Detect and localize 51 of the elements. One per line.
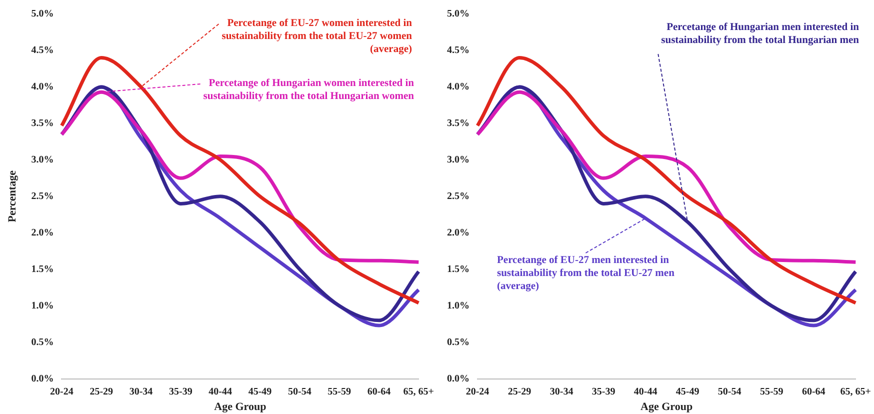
x-tick-label: 30-34 [129, 386, 153, 398]
annotation: Percetange of EU-27 men interested in sustainability from the total EU-27 men (average) [497, 254, 675, 292]
y-tick-label: 4.5% [31, 45, 54, 56]
x-tick-label: 45-49 [248, 386, 272, 398]
y-tick-label: 3.5% [447, 118, 470, 130]
y-tick-label: 3.0% [447, 154, 470, 166]
x-tick-label: 65, 65+ [840, 386, 872, 398]
x-tick-label: 25-29 [508, 386, 532, 398]
annotation: Percetange of Hungarian women interested in sustainability from the total Hungarian women [203, 78, 414, 102]
y-tick-label: 3.5% [31, 118, 54, 130]
x-axis-title: Age Group [640, 401, 693, 414]
y-tick-label: 4.0% [447, 82, 470, 93]
x-tick-label: 30-34 [550, 386, 574, 398]
y-tick-label: 5.0% [447, 8, 470, 20]
x-tick-label: 25-29 [90, 386, 114, 398]
y-tick-label: 1.5% [447, 264, 470, 275]
y-axis-title: Percentage [6, 170, 18, 222]
x-tick-label: 20-24 [50, 386, 74, 398]
x-tick-label: 60-64 [802, 386, 826, 398]
x-axis-title: Age Group [214, 401, 266, 414]
x-tick-label: 50-54 [288, 386, 312, 398]
x-tick-label: 55-59 [328, 386, 351, 398]
y-tick-label: 1.5% [31, 264, 54, 275]
y-tick-label: 0.0% [447, 373, 470, 384]
y-tick-label: 2.0% [31, 227, 54, 238]
y-tick-label: 4.5% [447, 45, 470, 56]
x-tick-label: 45-49 [676, 386, 700, 398]
y-tick-label: 0.5% [447, 336, 470, 348]
x-tick-label: 40-44 [634, 386, 658, 398]
y-tick-label: 2.0% [447, 227, 470, 238]
x-tick-label: 50-54 [718, 386, 742, 398]
x-tick-label: 35-39 [592, 386, 616, 398]
y-tick-label: 0.5% [31, 336, 54, 348]
x-tick-label: 65, 65+ [403, 386, 434, 398]
y-tick-label: 1.0% [447, 300, 470, 312]
line-series [476, 90, 858, 264]
x-tick-label: 55-59 [760, 386, 784, 398]
y-tick-label: 2.5% [31, 190, 54, 202]
y-tick-label: 5.0% [31, 8, 54, 20]
x-tick-label: 60-64 [367, 386, 391, 398]
y-tick-label: 2.5% [447, 190, 470, 202]
annotation: Percetange of Hungarian men interested in sustainability from the total Hungarian men [661, 22, 860, 46]
y-tick-label: 4.0% [31, 82, 54, 93]
x-tick-label: 20-24 [466, 386, 490, 398]
annotation: Percetange of EU-27 women interested in sustainability from the total EU-27 women (average) [222, 18, 412, 55]
x-tick-label: 35-39 [169, 386, 192, 398]
y-tick-label: 3.0% [31, 154, 54, 166]
y-tick-label: 1.0% [31, 300, 54, 312]
x-tick-label: 40-44 [208, 386, 232, 398]
line-series [476, 56, 858, 305]
y-tick-label: 0.0% [31, 373, 54, 384]
